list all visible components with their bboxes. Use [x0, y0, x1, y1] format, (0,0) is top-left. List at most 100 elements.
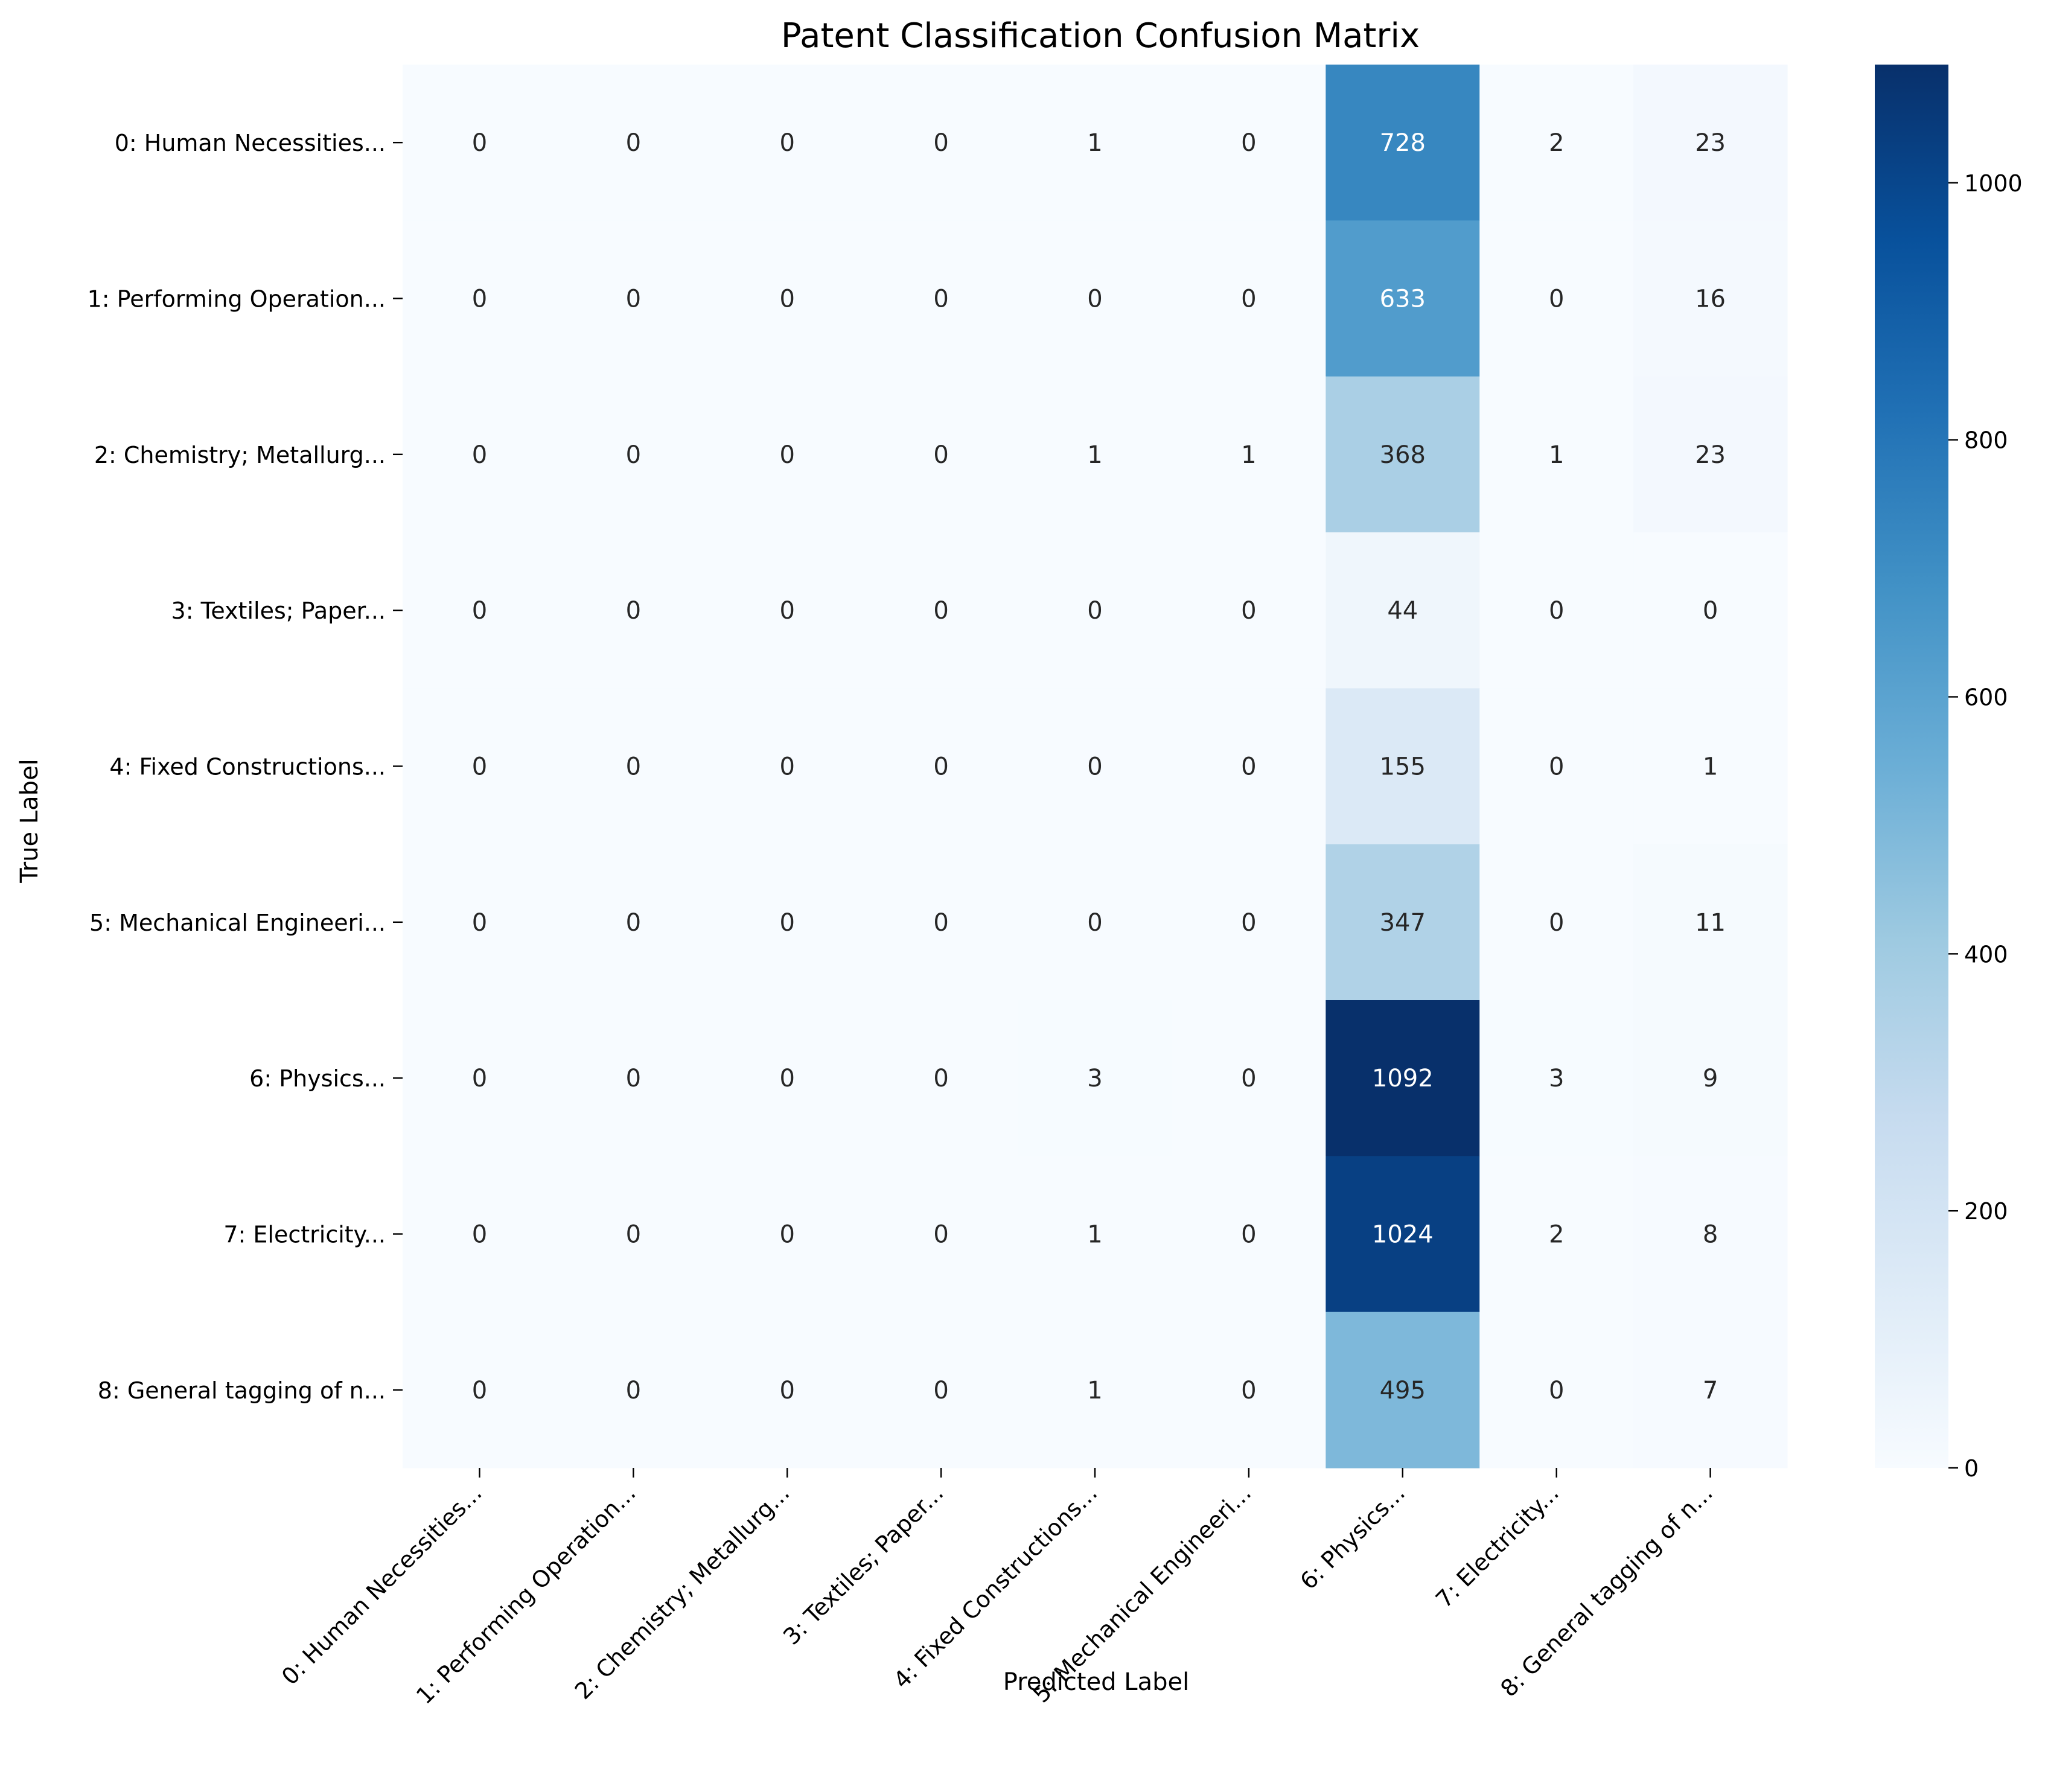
cell-value: 0 — [933, 1065, 948, 1092]
cell-value: 1 — [1087, 129, 1102, 157]
cell-value: 0 — [626, 129, 641, 157]
cell-value: 0 — [626, 597, 641, 625]
cell-value: 23 — [1695, 129, 1726, 157]
y-tick-label: 3: Textiles; Paper... — [171, 598, 386, 624]
cell-value: 0 — [779, 285, 794, 313]
cell-value: 2 — [1549, 1221, 1564, 1249]
y-tick-label: 4: Fixed Constructions... — [109, 754, 386, 780]
cell-value: 1 — [1087, 1377, 1102, 1405]
colorbar-ticks: 02004006008001000 — [1948, 170, 2023, 1482]
cell-value: 0 — [1241, 597, 1256, 625]
cell-value: 0 — [1087, 753, 1102, 781]
cell-value: 0 — [933, 441, 948, 469]
cell-value: 0 — [472, 129, 487, 157]
x-tick-label: 6: Physics... — [1295, 1479, 1410, 1595]
cell-value: 0 — [779, 909, 794, 937]
cell-value: 0 — [1549, 753, 1564, 781]
cell-value: 1092 — [1372, 1065, 1434, 1092]
cell-value: 155 — [1380, 753, 1426, 781]
cell-value: 0 — [1549, 909, 1564, 937]
cell-value: 0 — [626, 753, 641, 781]
cell-value: 0 — [1549, 285, 1564, 313]
cell-value: 0 — [472, 285, 487, 313]
cell-value: 0 — [1087, 909, 1102, 937]
cell-value: 1024 — [1372, 1221, 1434, 1249]
cell-value: 44 — [1387, 597, 1418, 625]
cell-value: 0 — [933, 129, 948, 157]
cell-value: 0 — [626, 1221, 641, 1249]
cell-value: 0 — [779, 129, 794, 157]
x-axis-ticks: 0: Human Necessities...1: Performing Ope… — [276, 1468, 1718, 1709]
cell-value: 368 — [1380, 441, 1426, 469]
y-axis-ticks: 0: Human Necessities... 1: Performing Ope… — [88, 130, 403, 1404]
cell-value: 0 — [933, 285, 948, 313]
cell-value: 0 — [626, 1065, 641, 1092]
colorbar-tick-label: 800 — [1964, 427, 2008, 454]
cell-value: 0 — [1703, 597, 1718, 625]
y-axis-label: True Label — [16, 759, 43, 884]
cell-value: 0 — [472, 441, 487, 469]
cell-value: 1 — [1087, 1221, 1102, 1249]
cell-value: 0 — [1241, 909, 1256, 937]
cell-value: 347 — [1380, 909, 1426, 937]
cell-value: 0 — [626, 909, 641, 937]
cell-value: 1 — [1549, 441, 1564, 469]
cell-value: 0 — [933, 909, 948, 937]
cell-value: 0 — [779, 1221, 794, 1249]
cell-value: 9 — [1703, 1065, 1718, 1092]
colorbar-tick-label: 200 — [1964, 1198, 2008, 1225]
cell-value: 0 — [626, 285, 641, 313]
y-tick-label: 5: Mechanical Engineeri... — [89, 910, 386, 936]
cell-value: 0 — [1241, 1221, 1256, 1249]
y-tick-label: 0: Human Necessities... — [115, 130, 386, 156]
y-tick-label: 7: Electricity... — [223, 1222, 386, 1248]
cell-value: 0 — [1087, 597, 1102, 625]
cell-value: 633 — [1380, 285, 1426, 313]
cell-value: 0 — [1549, 597, 1564, 625]
cell-value: 11 — [1695, 909, 1726, 937]
cell-value: 0 — [1241, 285, 1256, 313]
cell-value: 0 — [933, 1221, 948, 1249]
y-tick-label: 8: General tagging of n... — [98, 1377, 386, 1404]
cell-value: 0 — [626, 1377, 641, 1405]
cell-value: 0 — [626, 441, 641, 469]
colorbar-tick-label: 0 — [1964, 1455, 1979, 1482]
cell-value: 3 — [1549, 1065, 1564, 1092]
cell-value: 0 — [1241, 1065, 1256, 1092]
cell-value: 0 — [1241, 1377, 1256, 1405]
x-axis-label: Predicted Label — [1003, 1668, 1189, 1696]
colorbar-tick-label: 600 — [1964, 684, 2008, 711]
colorbar — [1875, 65, 1948, 1468]
cell-value: 0 — [472, 1221, 487, 1249]
cell-value: 1 — [1703, 753, 1718, 781]
y-tick-label: 6: Physics... — [249, 1065, 386, 1092]
cell-value: 7 — [1703, 1377, 1718, 1405]
cell-value: 0 — [1549, 1377, 1564, 1405]
cell-value: 1 — [1241, 441, 1256, 469]
cell-value: 0 — [472, 753, 487, 781]
cell-value: 16 — [1695, 285, 1726, 313]
cell-value: 0 — [1241, 129, 1256, 157]
cell-value: 0 — [779, 441, 794, 469]
chart-title: Patent Classification Confusion Matrix — [781, 16, 1420, 56]
x-tick-label: 3: Textiles; Paper... — [778, 1479, 948, 1650]
cell-value: 0 — [779, 753, 794, 781]
cell-value: 23 — [1695, 441, 1726, 469]
cell-value: 0 — [472, 597, 487, 625]
y-tick-label: 2: Chemistry; Metallurg... — [94, 442, 386, 468]
cell-value: 728 — [1380, 129, 1426, 157]
cell-value: 495 — [1380, 1377, 1426, 1405]
cell-value: 0 — [933, 597, 948, 625]
x-tick-label: 7: Electricity... — [1431, 1479, 1564, 1613]
cell-value: 0 — [779, 597, 794, 625]
cell-value: 1 — [1087, 441, 1102, 469]
cell-value: 0 — [779, 1377, 794, 1405]
cell-value: 0 — [933, 1377, 948, 1405]
cell-value: 0 — [1087, 285, 1102, 313]
cell-value: 3 — [1087, 1065, 1102, 1092]
cell-value: 0 — [1241, 753, 1256, 781]
cell-value: 0 — [779, 1065, 794, 1092]
y-tick-label: 1: Performing Operation... — [88, 286, 386, 313]
colorbar-tick-label: 1000 — [1964, 170, 2023, 197]
